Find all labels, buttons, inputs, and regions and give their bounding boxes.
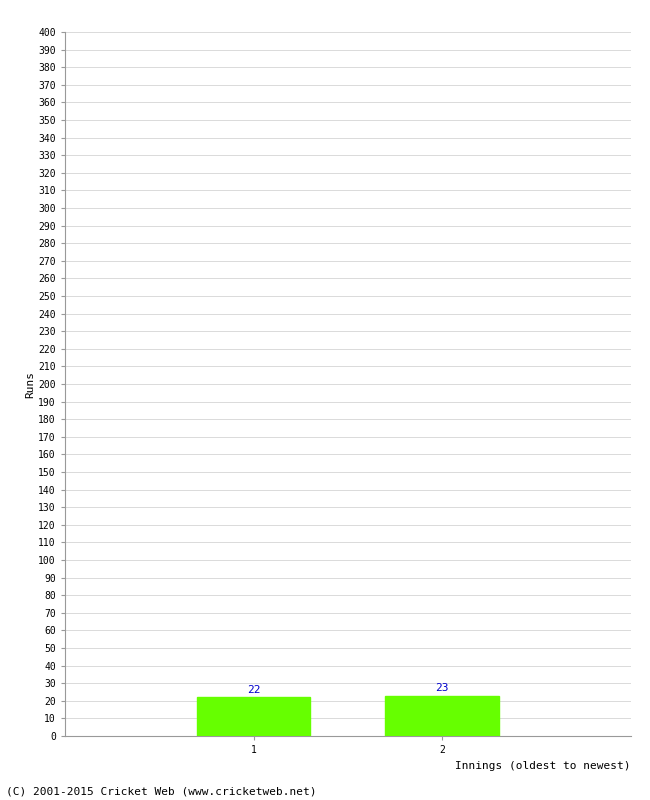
Text: 23: 23 [436,683,448,693]
Text: 22: 22 [247,685,260,694]
Y-axis label: Runs: Runs [25,370,36,398]
Bar [385,695,499,736]
Text: (C) 2001-2015 Cricket Web (www.cricketweb.net): (C) 2001-2015 Cricket Web (www.cricketwe… [6,786,317,796]
X-axis label: Innings (oldest to newest): Innings (oldest to newest) [455,761,630,770]
Bar [197,698,310,736]
